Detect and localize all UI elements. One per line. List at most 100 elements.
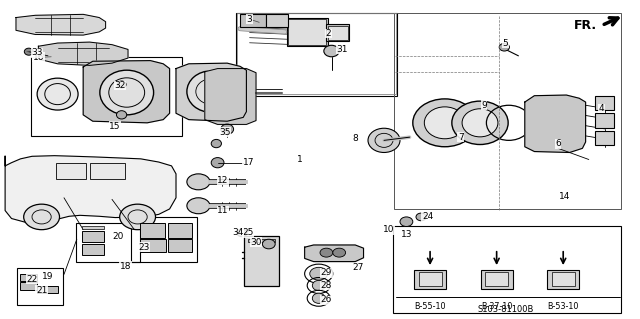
Bar [414,270,446,289]
Text: 16: 16 [33,53,44,62]
Ellipse shape [211,158,224,168]
Bar [82,226,104,229]
Text: 29: 29 [321,268,332,277]
Bar [287,18,328,46]
Bar [76,223,140,262]
Text: 8: 8 [353,134,358,143]
Bar [485,272,508,286]
Bar [328,26,348,40]
Text: 17: 17 [243,158,254,167]
Bar [237,13,396,94]
Text: 32: 32 [115,81,126,90]
Ellipse shape [462,109,498,137]
Polygon shape [176,63,246,121]
Text: 30: 30 [250,238,262,247]
Text: B-37-10: B-37-10 [481,302,513,311]
Text: 26: 26 [321,295,332,304]
Bar [90,163,125,179]
Bar [140,223,165,238]
Bar [168,239,192,252]
Bar [394,13,621,209]
Bar [547,270,579,289]
Bar [481,270,513,289]
Bar [288,19,326,45]
Text: 23: 23 [138,243,150,252]
Text: 11: 11 [217,206,228,215]
Text: 22: 22 [26,275,38,284]
Ellipse shape [262,239,275,249]
Ellipse shape [187,71,236,112]
Bar [17,268,63,305]
Text: 15: 15 [109,122,121,130]
Bar [37,286,58,293]
Ellipse shape [24,204,60,230]
Text: 1: 1 [297,155,302,164]
Text: 24: 24 [422,212,433,221]
Text: B-55-10: B-55-10 [414,302,446,311]
Bar [326,24,349,41]
Bar [140,239,166,252]
Bar [20,282,37,290]
Text: 28: 28 [321,281,332,290]
Ellipse shape [424,107,465,139]
Ellipse shape [324,45,339,57]
Bar [20,274,37,281]
Polygon shape [525,95,586,152]
Text: 14: 14 [559,192,570,201]
Bar [82,231,104,242]
Bar [240,14,266,27]
Ellipse shape [312,280,325,291]
Bar [595,96,614,110]
Text: 33: 33 [31,48,43,57]
Text: 9: 9 [481,101,486,110]
Polygon shape [83,61,170,123]
Text: B-53-10: B-53-10 [547,302,579,311]
Text: 19: 19 [42,272,54,281]
Bar [31,57,182,136]
Text: 27: 27 [353,263,364,272]
Bar [248,239,275,242]
Text: 10: 10 [383,225,394,234]
Polygon shape [16,14,106,35]
Ellipse shape [117,81,126,88]
Ellipse shape [221,124,234,134]
Ellipse shape [320,248,333,257]
Text: FR.: FR. [574,19,597,32]
Text: 6: 6 [556,139,561,148]
Polygon shape [305,245,364,262]
Text: 31: 31 [337,45,348,54]
Ellipse shape [37,78,78,110]
Bar [168,223,192,238]
Text: 20: 20 [113,232,124,241]
Polygon shape [38,42,128,65]
Text: 25: 25 [243,228,254,237]
Text: 2: 2 [326,29,331,38]
Ellipse shape [413,99,477,147]
Bar [595,131,614,145]
Ellipse shape [416,213,426,221]
Text: 7: 7 [458,133,463,142]
Text: 35: 35 [220,128,231,137]
Bar [56,163,86,179]
Bar [82,244,104,255]
Ellipse shape [333,248,346,257]
Ellipse shape [400,217,413,226]
Polygon shape [5,156,176,223]
Ellipse shape [310,267,328,280]
Ellipse shape [120,204,156,230]
Bar [131,217,197,262]
Text: 34: 34 [232,228,244,237]
Bar [236,13,397,96]
Bar [266,14,288,27]
Bar [244,236,279,286]
Ellipse shape [499,43,509,51]
Ellipse shape [116,111,127,119]
Bar [552,272,575,286]
Text: 5: 5 [503,39,508,48]
Bar [393,226,621,313]
Text: 3: 3 [247,15,252,24]
Text: S103-81100B: S103-81100B [477,305,534,314]
Bar [419,272,442,286]
Bar [595,113,614,128]
Polygon shape [205,69,256,124]
